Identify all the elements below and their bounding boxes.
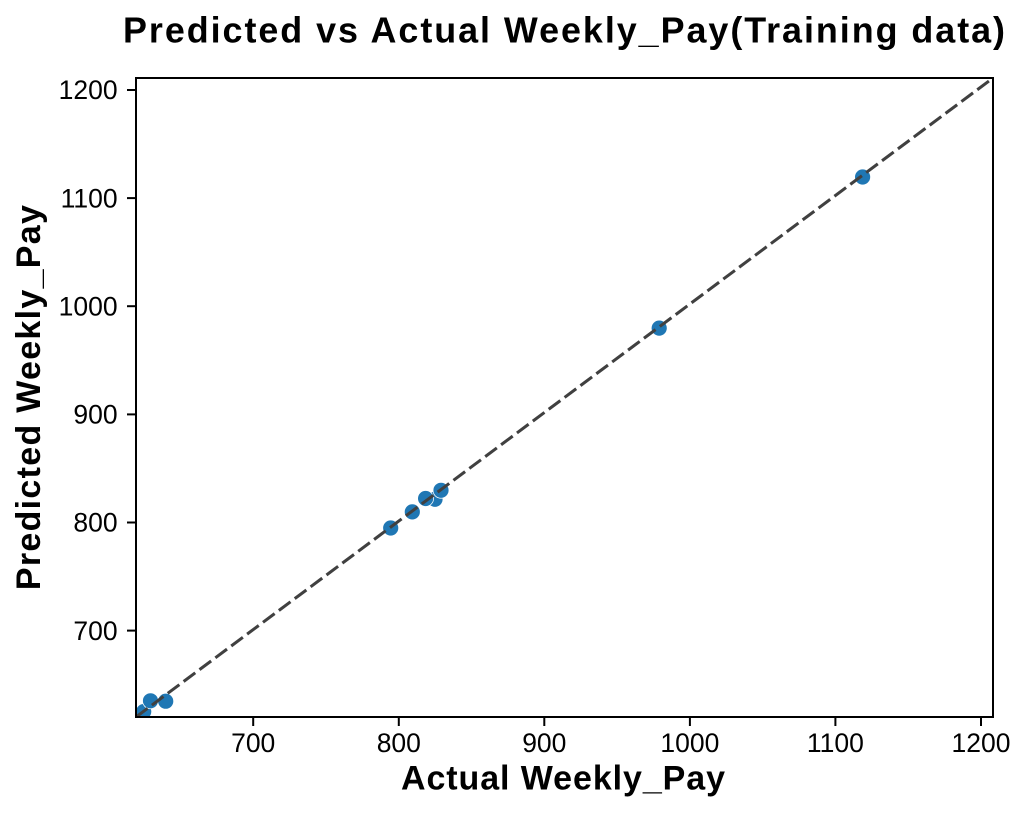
svg-text:900: 900 [522,728,566,758]
svg-text:700: 700 [73,616,117,646]
svg-text:Actual Weekly_Pay: Actual Weekly_Pay [401,759,725,797]
svg-text:1000: 1000 [660,728,719,758]
svg-text:700: 700 [231,728,275,758]
svg-text:1100: 1100 [61,183,118,213]
svg-text:900: 900 [73,400,117,430]
svg-text:Predicted Weekly_Pay: Predicted Weekly_Pay [10,205,48,590]
svg-text:Predicted vs Actual Weekly_Pay: Predicted vs Actual Weekly_Pay(Training … [123,11,1005,51]
svg-text:800: 800 [73,508,117,538]
svg-text:1100: 1100 [807,728,864,758]
svg-text:800: 800 [377,728,421,758]
svg-text:1000: 1000 [59,291,118,321]
svg-text:1200: 1200 [59,75,118,105]
svg-text:1200: 1200 [952,728,1011,758]
